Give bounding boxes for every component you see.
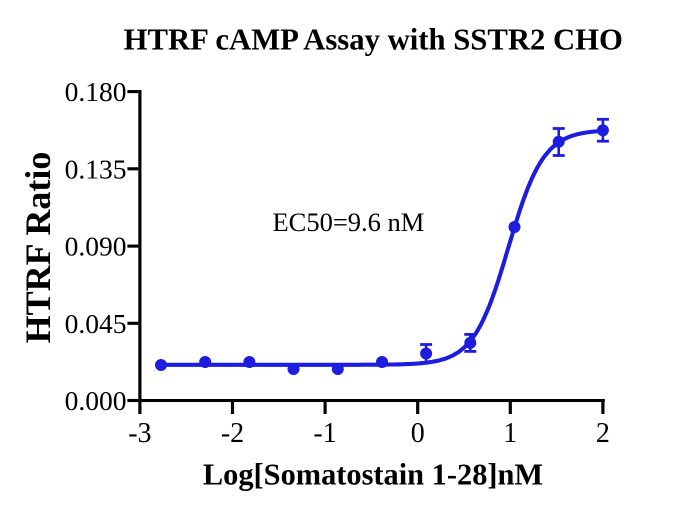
svg-text:0.000: 0.000 bbox=[65, 385, 127, 416]
svg-text:0: 0 bbox=[411, 418, 425, 449]
svg-text:0.045: 0.045 bbox=[65, 308, 127, 339]
svg-text:2: 2 bbox=[596, 418, 610, 449]
svg-text:1: 1 bbox=[503, 418, 517, 449]
svg-text:HTRF Ratio: HTRF Ratio bbox=[18, 152, 58, 344]
svg-text:0.180: 0.180 bbox=[65, 76, 127, 107]
svg-text:-2: -2 bbox=[221, 418, 244, 449]
svg-text:Log[Somatostain 1-28]nM: Log[Somatostain 1-28]nM bbox=[203, 458, 543, 492]
svg-text:-3: -3 bbox=[128, 418, 151, 449]
svg-text:EC50=9.6 nM: EC50=9.6 nM bbox=[273, 207, 425, 237]
svg-text:HTRF cAMP Assay with SSTR2 CHO: HTRF cAMP Assay with SSTR2 CHO bbox=[124, 23, 623, 57]
svg-text:0.090: 0.090 bbox=[65, 231, 127, 262]
svg-text:0.135: 0.135 bbox=[65, 153, 127, 184]
svg-text:-1: -1 bbox=[313, 418, 336, 449]
